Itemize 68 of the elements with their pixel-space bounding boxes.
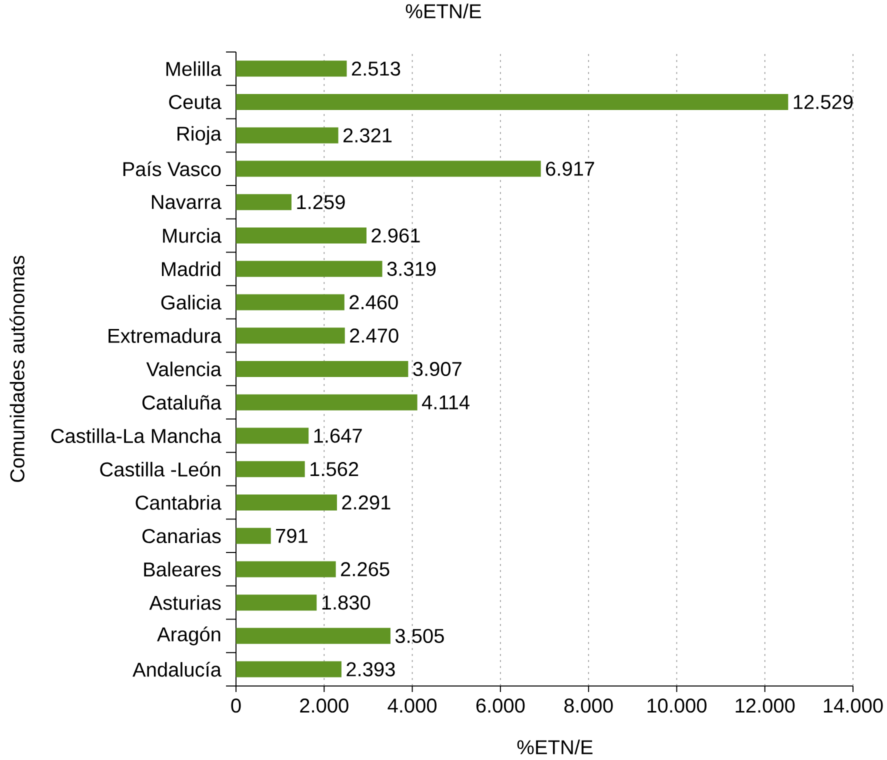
x-tick-label: 14.000 bbox=[824, 698, 883, 713]
bar bbox=[236, 461, 305, 478]
x-tick-label: 4.000 bbox=[388, 698, 437, 713]
data-label: 791 bbox=[276, 528, 308, 543]
bar bbox=[236, 160, 541, 177]
data-label: 2.513 bbox=[352, 62, 400, 76]
y-tick-label: Murcia bbox=[163, 228, 222, 243]
y-tick-label: Canarias bbox=[142, 528, 221, 544]
data-label: 1.259 bbox=[297, 195, 345, 210]
data-label: 1.562 bbox=[310, 462, 358, 476]
y-tick-label: Asturias bbox=[149, 595, 221, 610]
y-tick-label: Valencia bbox=[146, 362, 222, 376]
bar bbox=[236, 328, 345, 344]
data-label: 12.529 bbox=[794, 94, 853, 110]
bar bbox=[236, 428, 309, 444]
y-tick-label: Andalucía bbox=[132, 662, 222, 677]
y-tick-label: País Vasco bbox=[123, 161, 221, 176]
data-label: 2.460 bbox=[350, 295, 398, 310]
data-label: 6.917 bbox=[546, 162, 594, 176]
data-label: 2.265 bbox=[341, 562, 390, 576]
bar bbox=[236, 260, 382, 277]
y-tick-label: Castilla-La Mancha bbox=[51, 428, 222, 444]
bar bbox=[236, 94, 788, 110]
bar bbox=[236, 394, 418, 410]
x-tick-label: 12.000 bbox=[736, 698, 795, 713]
data-label: 2.291 bbox=[342, 495, 390, 510]
bar bbox=[236, 360, 408, 377]
x-tick-label: 6.000 bbox=[476, 698, 525, 713]
data-label: 1.830 bbox=[322, 595, 370, 610]
y-tick-label: Aragón bbox=[157, 626, 220, 646]
data-label: 2.470 bbox=[350, 328, 398, 343]
y-tick-label: Cataluña bbox=[142, 395, 222, 410]
y-tick-label: Ceuta bbox=[169, 94, 222, 110]
data-label: 2.393 bbox=[346, 662, 395, 676]
y-tick-label: Cantabria bbox=[136, 495, 222, 510]
bar bbox=[236, 494, 337, 510]
bar bbox=[236, 194, 292, 210]
bar bbox=[236, 228, 366, 244]
bar bbox=[236, 60, 347, 77]
bar bbox=[236, 528, 271, 544]
data-label: 3.505 bbox=[395, 628, 444, 644]
x-tick-label: 2.000 bbox=[300, 698, 348, 713]
y-axis-title: Comunidades autónomas bbox=[10, 256, 24, 482]
x-tick-label: 8.000 bbox=[564, 698, 613, 713]
x-axis-title: %ETN/E bbox=[517, 740, 592, 754]
bar bbox=[236, 561, 336, 578]
bar bbox=[236, 628, 390, 644]
y-tick-label: Castilla -León bbox=[100, 462, 220, 477]
chart-title: %ETN/E bbox=[406, 4, 481, 18]
data-label: 2.321 bbox=[343, 128, 392, 142]
y-tick-label: Galicia bbox=[161, 294, 222, 310]
x-tick-label: 0 bbox=[231, 698, 241, 713]
data-label: 4.114 bbox=[422, 395, 470, 410]
data-label: 2.961 bbox=[372, 228, 420, 243]
data-label: 3.907 bbox=[413, 362, 462, 376]
bar bbox=[236, 294, 344, 310]
bar bbox=[236, 594, 317, 611]
y-tick-label: Rioja bbox=[178, 126, 222, 145]
data-label: 1.647 bbox=[314, 428, 362, 443]
y-tick-label: Baleares bbox=[144, 562, 221, 577]
bar bbox=[236, 127, 338, 144]
bar bbox=[236, 661, 342, 678]
y-tick-label: Extremadura bbox=[108, 328, 222, 343]
data-label: 3.319 bbox=[387, 262, 436, 276]
y-tick-label: Melilla bbox=[166, 61, 222, 76]
y-tick-label: Navarra bbox=[152, 195, 222, 210]
y-tick-label: Madrid bbox=[162, 262, 220, 276]
x-tick-label: 10.000 bbox=[648, 698, 706, 713]
